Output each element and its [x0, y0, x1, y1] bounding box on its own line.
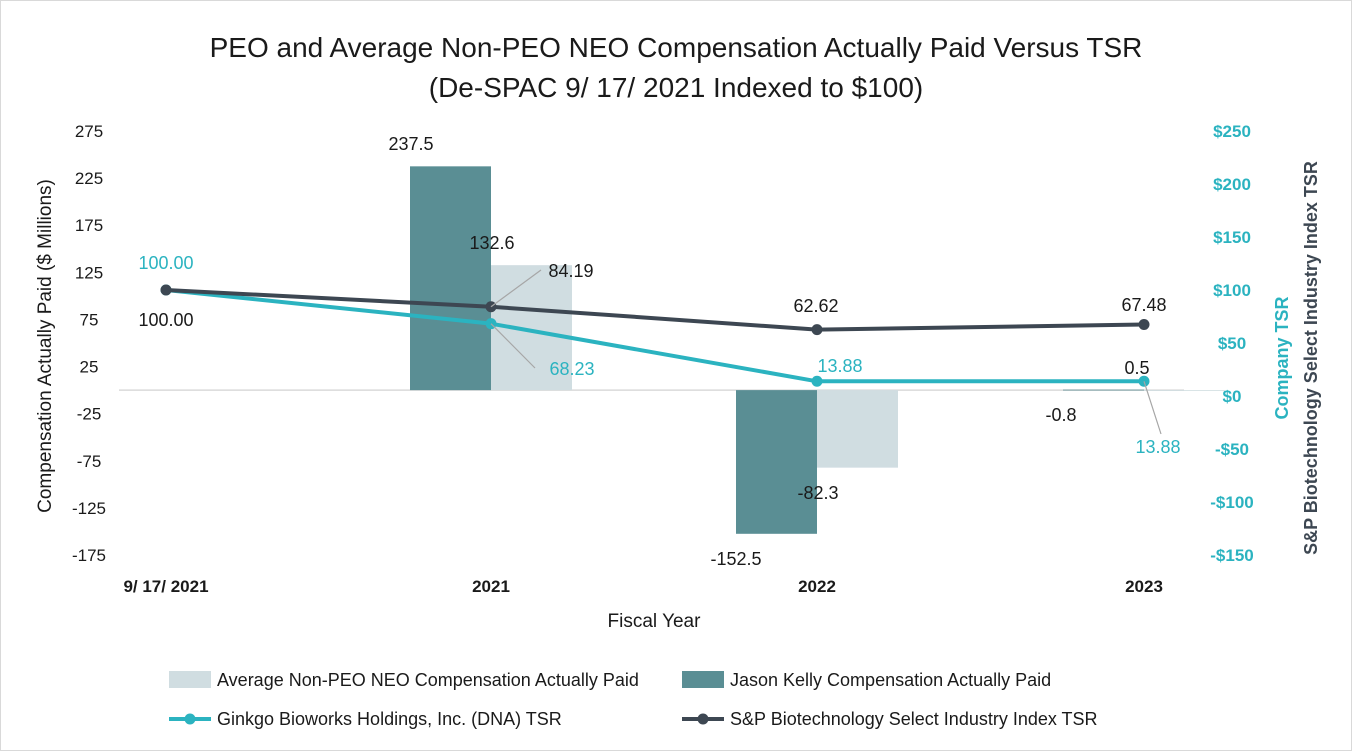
data-label-sp-index: 62.62	[793, 296, 838, 316]
line-sp-index	[165, 288, 1145, 332]
data-label-avg-neo: -82.3	[797, 483, 838, 503]
right-tick-label: $0	[1223, 387, 1242, 406]
legend-label-sp-index: S&P Biotechnology Select Industry Index …	[730, 709, 1098, 729]
left-tick-label: 125	[75, 263, 103, 282]
left-tick-label: 275	[75, 122, 103, 141]
leader-line	[490, 269, 542, 308]
left-tick-label: 75	[80, 310, 99, 329]
left-tick-label: 25	[80, 358, 99, 377]
data-label-ginkgo: 68.23	[549, 359, 594, 379]
right-tick-label: $50	[1218, 334, 1246, 353]
legend-label-ginkgo: Ginkgo Bioworks Holdings, Inc. (DNA) TSR	[217, 709, 562, 729]
legend-marker-ginkgo	[184, 713, 196, 725]
y-axis-right-label-index: S&P Biotechnology Select Industry Index …	[1301, 161, 1321, 555]
legend-swatch-avg-neo	[169, 671, 211, 688]
left-tick-label: -25	[77, 405, 102, 424]
marker-sp-index	[160, 284, 172, 296]
leader-line	[1143, 381, 1162, 435]
data-label-jason-kelly: -152.5	[710, 549, 761, 569]
chart-title-line-2: (De-SPAC 9/ 17/ 2021 Indexed to $100)	[429, 72, 923, 103]
data-label-sp-index: 100.00	[138, 310, 193, 330]
bar-jason-kelly	[410, 166, 491, 391]
legend-label-jason-kelly: Jason Kelly Compensation Actually Paid	[730, 670, 1051, 690]
legend-marker-sp-index	[697, 713, 709, 725]
leader-line	[490, 323, 536, 369]
legend: Average Non-PEO NEO Compensation Actuall…	[169, 670, 1098, 729]
right-tick-label: $200	[1213, 175, 1251, 194]
left-axis-ticks: 275 225 175 125 75 25 -25 -75 -125 -175	[72, 122, 106, 565]
x-tick-label: 2022	[798, 577, 836, 596]
y-axis-right-label-company: Company TSR	[1272, 296, 1292, 419]
right-axis-ticks: $250 $200 $150 $100 $50 $0 -$50 -$100 -$150	[1210, 122, 1253, 565]
data-labels: 237.5 132.6 -152.5 -82.3 0.5 -0.8 100.00 84.19 6…	[138, 134, 1180, 569]
marker-sp-index	[1138, 318, 1150, 330]
data-label-ginkgo: 13.88	[1135, 437, 1180, 457]
x-tick-label: 2023	[1125, 577, 1163, 596]
x-axis-label: Fiscal Year	[608, 611, 702, 632]
bar-avg-neo	[1144, 390, 1225, 391]
data-label-jason-kelly: 237.5	[388, 134, 433, 154]
right-tick-label: $150	[1213, 228, 1251, 247]
bar-avg-neo	[817, 390, 898, 468]
bar-jason-kelly	[1063, 389, 1144, 391]
left-tick-label: -75	[77, 452, 102, 471]
marker-ginkgo	[811, 375, 823, 387]
y-axis-left-label: Compensation Actually Paid ($ Millions)	[35, 179, 56, 513]
data-label-jason-kelly: 0.5	[1124, 358, 1149, 378]
left-tick-label: 175	[75, 216, 103, 235]
data-label-avg-neo: 132.6	[469, 233, 514, 253]
right-tick-label: $100	[1213, 281, 1251, 300]
left-tick-label: -125	[72, 499, 106, 518]
data-label-sp-index: 67.48	[1121, 295, 1166, 315]
left-tick-label: 225	[75, 169, 103, 188]
left-tick-label: -175	[72, 546, 106, 565]
right-tick-label: -$150	[1210, 546, 1253, 565]
x-tick-label: 9/ 17/ 2021	[123, 577, 208, 596]
right-tick-label: -$100	[1210, 493, 1253, 512]
legend-label-avg-neo: Average Non-PEO NEO Compensation Actuall…	[217, 670, 639, 690]
x-tick-label: 2021	[472, 577, 510, 596]
right-tick-label: -$50	[1215, 440, 1249, 459]
data-label-ginkgo: 100.00	[138, 253, 193, 273]
legend-swatch-jason-kelly	[682, 671, 724, 688]
data-label-avg-neo: -0.8	[1045, 405, 1076, 425]
bar-marks	[410, 166, 1225, 534]
marker-sp-index	[811, 324, 823, 336]
bar-jason-kelly	[736, 390, 817, 534]
x-axis-ticks: 9/ 17/ 2021 2021 2022 2023	[123, 577, 1162, 596]
chart-title-line-1: PEO and Average Non-PEO NEO Compensation…	[210, 32, 1143, 63]
line-series	[160, 284, 1150, 387]
data-label-sp-index: 84.19	[548, 261, 593, 281]
line-ginkgo	[165, 288, 1144, 384]
data-label-ginkgo: 13.88	[817, 356, 862, 376]
right-tick-label: $250	[1213, 122, 1251, 141]
